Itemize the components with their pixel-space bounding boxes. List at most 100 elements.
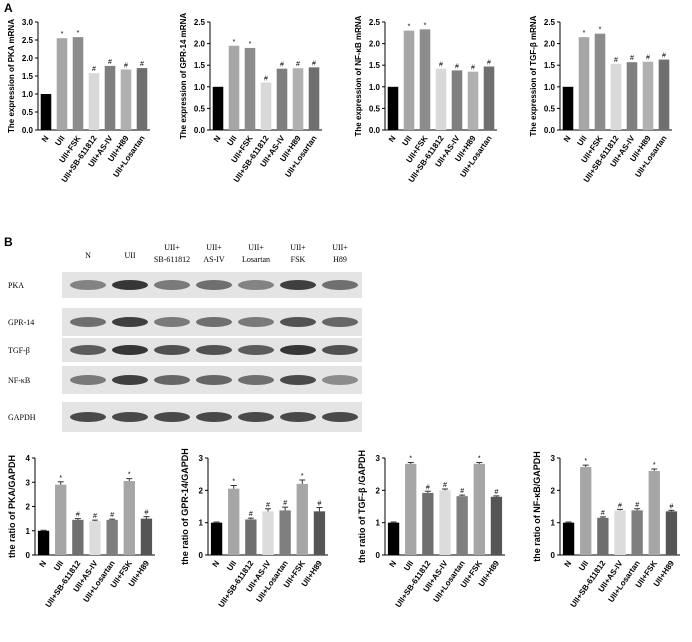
bar — [72, 37, 84, 131]
significance-mark: # — [601, 510, 605, 517]
blot-band — [238, 317, 274, 327]
error-bar — [651, 468, 658, 471]
bar — [260, 82, 272, 130]
row-label: GAPDH — [8, 413, 36, 422]
significance-mark: # — [487, 59, 491, 66]
bar — [72, 519, 84, 555]
significance-mark: # — [266, 502, 270, 509]
bar — [37, 530, 50, 555]
blot-band — [70, 280, 106, 290]
blot-band — [154, 345, 190, 355]
x-tick-label: N — [388, 559, 399, 569]
lane-label: UII — [124, 251, 135, 260]
error-bar — [476, 462, 483, 464]
bar — [610, 63, 622, 130]
bar — [456, 496, 468, 555]
x-tick-label: UII — [53, 134, 66, 148]
blot-band — [112, 317, 148, 327]
bar — [483, 66, 495, 130]
bar — [279, 510, 291, 555]
error-bar — [247, 517, 254, 520]
blot-band — [238, 375, 274, 385]
significance-mark: * — [233, 39, 236, 46]
x-tick-label: N — [212, 134, 223, 144]
significance-mark: # — [443, 482, 447, 489]
y-tick-label: 3.0 — [22, 18, 34, 27]
y-tick-label: 2.5 — [22, 36, 34, 45]
lane-label: UII+ — [248, 243, 264, 252]
bar — [123, 481, 135, 555]
blot-band — [112, 375, 148, 385]
blot-band — [322, 317, 358, 327]
y-tick-label: 1 — [26, 527, 31, 536]
bar — [451, 70, 463, 130]
error-bar — [407, 462, 414, 464]
y-axis-title: The expression of TGF-β mRNA — [529, 15, 538, 136]
significance-mark: # — [249, 511, 253, 518]
blot-band — [238, 412, 274, 422]
y-tick-label: 0.5 — [194, 104, 206, 113]
lane-label: N — [85, 251, 91, 260]
y-axis-title: the ratio of NF-κB/GAPDH — [532, 451, 542, 562]
y-tick-label: 2 — [26, 503, 31, 512]
y-tick-label: 2 — [551, 486, 556, 495]
panel-label: A — [4, 1, 13, 15]
significance-mark: # — [455, 63, 459, 70]
x-tick-label: N — [38, 559, 49, 569]
error-bar — [299, 479, 306, 484]
lane-label: FSK — [291, 255, 306, 264]
significance-mark: # — [646, 55, 650, 62]
x-tick-label: N — [211, 559, 222, 569]
error-bar — [213, 521, 220, 523]
lane-label: SB-611812 — [154, 255, 190, 264]
lane-label: H89 — [333, 255, 347, 264]
y-tick-label: 1.5 — [22, 72, 34, 81]
bar — [403, 30, 415, 130]
blot-band — [322, 280, 358, 290]
y-tick-label: 0.5 — [22, 108, 34, 117]
bar — [308, 67, 320, 130]
bar — [387, 522, 400, 555]
blot-band — [112, 412, 148, 422]
significance-mark: * — [128, 472, 131, 479]
blot-band — [154, 317, 190, 327]
lane-label: UII+ — [290, 243, 306, 252]
panel-label: B — [4, 235, 13, 249]
significance-mark: # — [460, 488, 464, 495]
blot-band — [280, 317, 316, 327]
y-tick-label: 3 — [376, 454, 381, 463]
row-label: NF-κB — [8, 376, 30, 385]
significance-mark: # — [669, 503, 673, 510]
y-tick-label: 4 — [26, 454, 31, 463]
significance-mark: * — [409, 456, 412, 463]
significance-mark: * — [584, 458, 587, 465]
blot-band — [322, 345, 358, 355]
bar — [562, 86, 574, 130]
significance-mark: * — [599, 27, 602, 34]
y-axis-title: The expression of GPR-14 mRNA — [179, 13, 188, 139]
y-tick-label: 1.0 — [22, 90, 34, 99]
blot-band — [280, 280, 316, 290]
bar — [562, 522, 575, 555]
y-tick-label: 2 — [199, 486, 204, 495]
significance-mark: * — [424, 22, 427, 29]
bar — [642, 61, 654, 130]
bar — [439, 490, 451, 555]
blot-band — [238, 345, 274, 355]
significance-mark: # — [140, 61, 144, 68]
lane-label: UII+ — [332, 243, 348, 252]
bar — [578, 37, 590, 131]
error-bar — [617, 508, 623, 511]
y-tick-label: 1.0 — [544, 83, 556, 92]
bar — [88, 73, 100, 130]
significance-mark: # — [110, 512, 114, 519]
x-tick-label: UII — [400, 134, 413, 148]
y-tick-label: 2.0 — [22, 54, 34, 63]
y-tick-label: 1.0 — [369, 83, 381, 92]
bar — [467, 71, 479, 130]
significance-mark: # — [124, 63, 128, 70]
y-tick-label: 2.0 — [194, 40, 206, 49]
error-bar — [424, 490, 431, 493]
bar — [614, 510, 626, 555]
significance-mark: # — [494, 489, 498, 496]
